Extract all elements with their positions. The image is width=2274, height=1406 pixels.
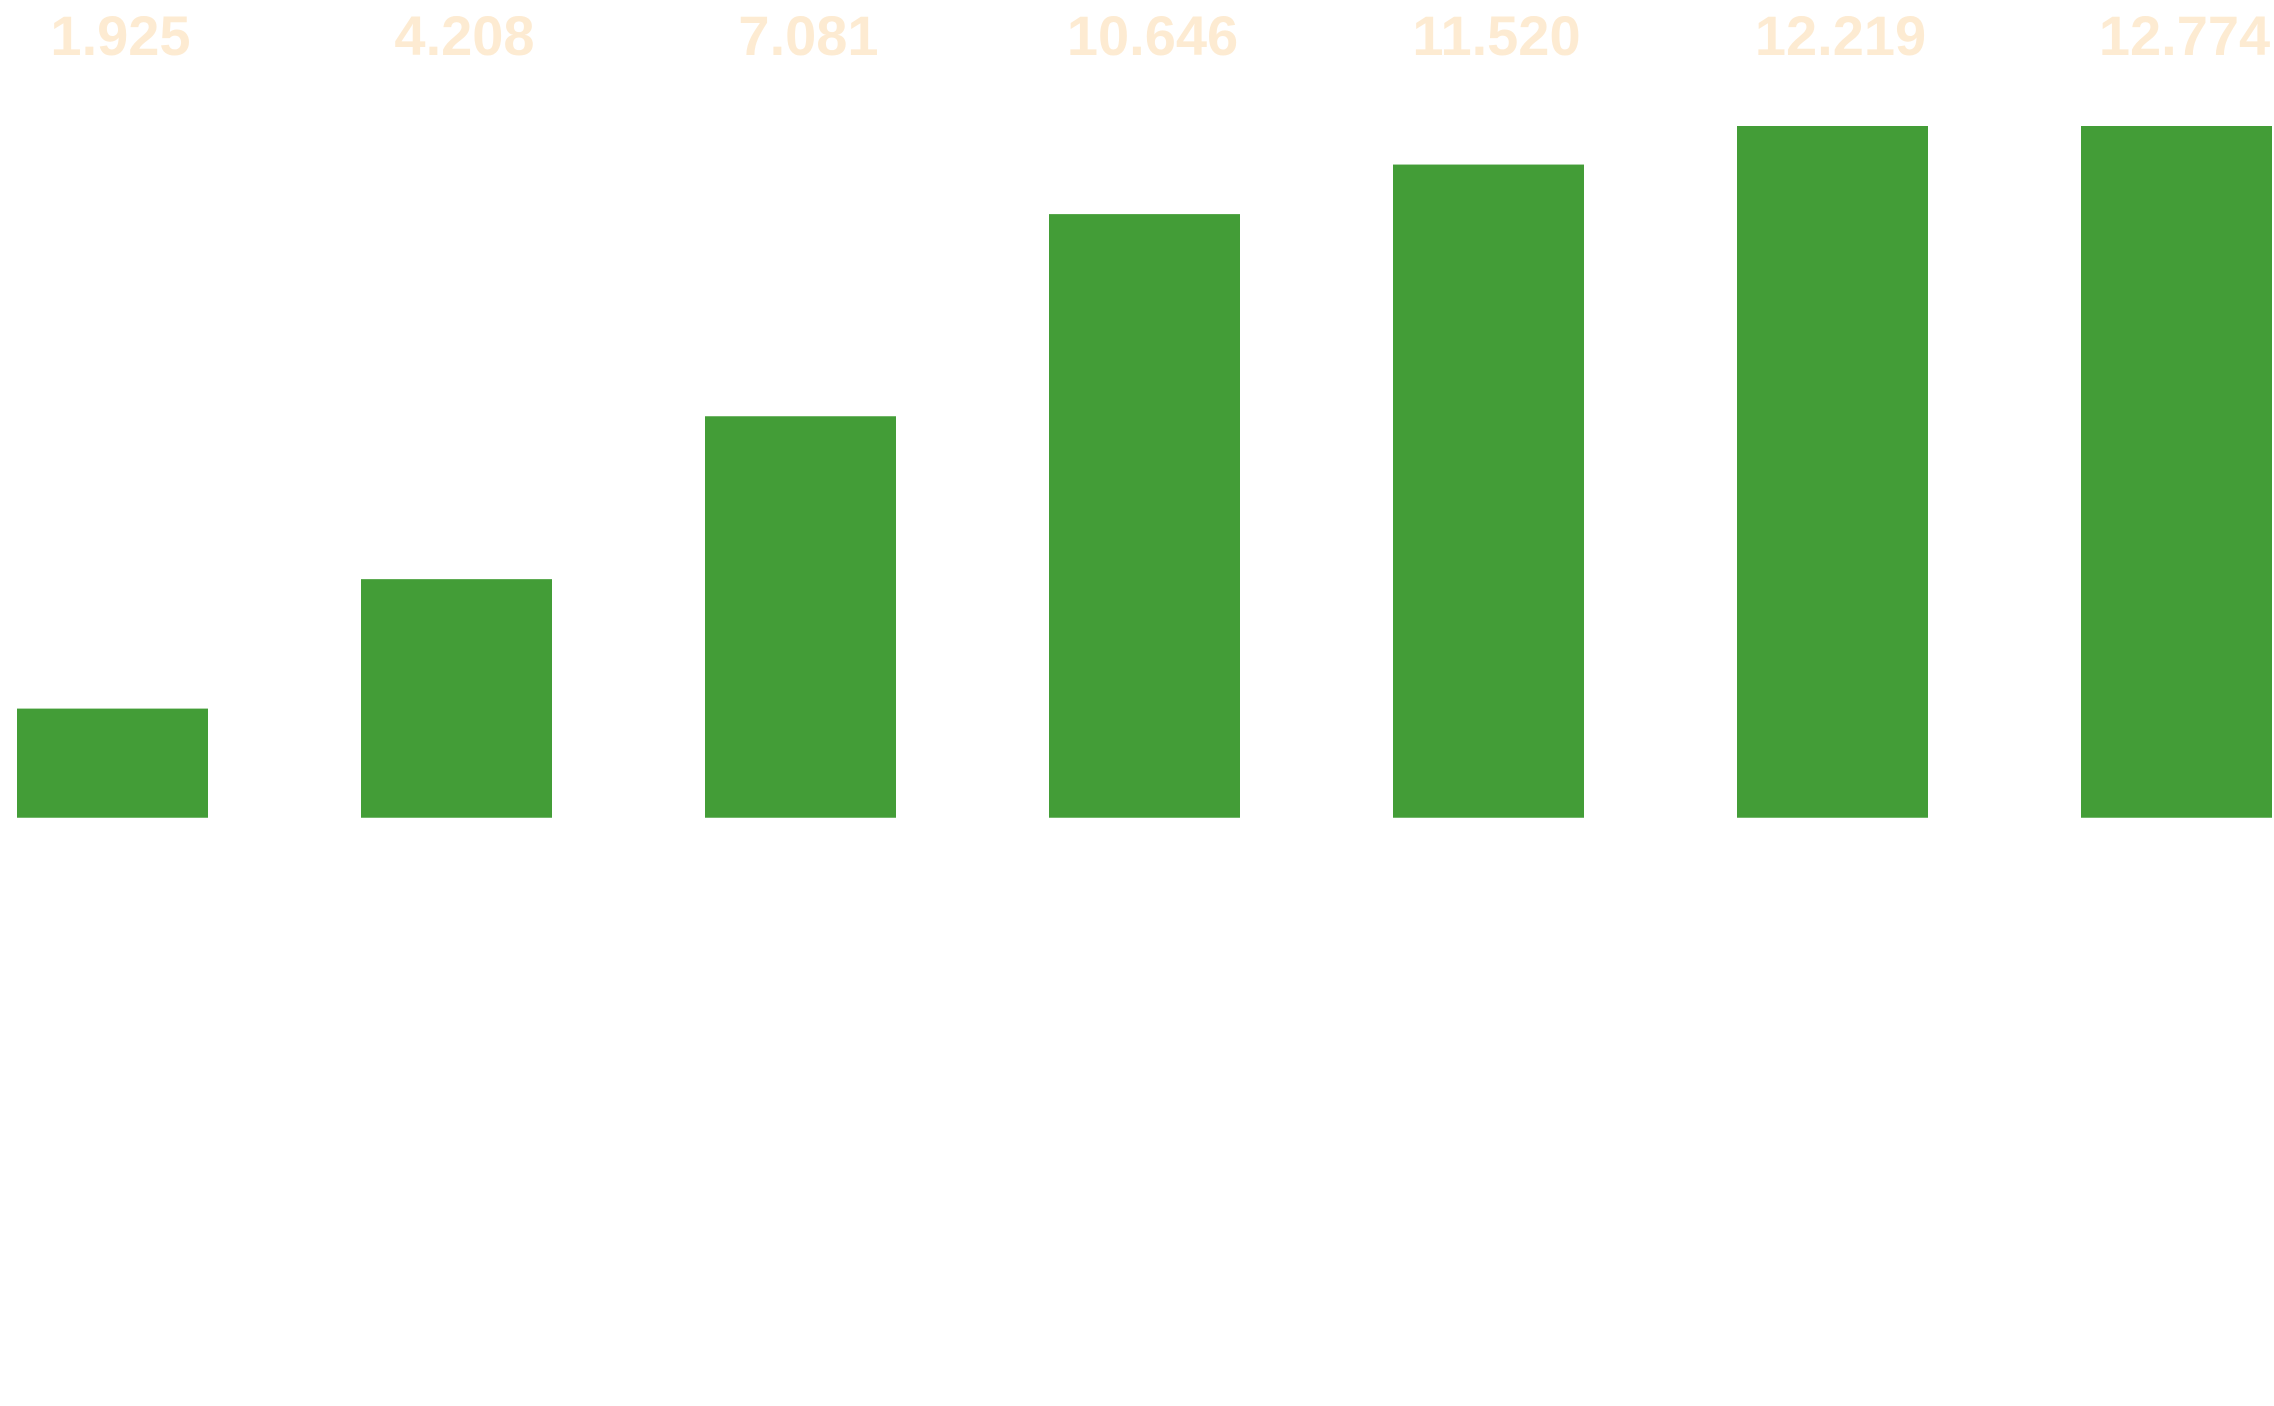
bar: [17, 708, 208, 818]
value-label: 1.925: [50, 4, 190, 67]
bar: [1393, 164, 1584, 818]
value-label: 4.208: [394, 4, 534, 67]
bar: [705, 416, 896, 818]
value-label: 11.520: [1412, 4, 1580, 67]
bar: [1737, 126, 1928, 818]
bar: [2081, 126, 2272, 818]
value-label: 7.081: [738, 4, 878, 67]
bar: [1049, 214, 1240, 818]
plot-area: [17, 126, 2272, 818]
value-label: 12.774: [2099, 4, 2270, 67]
value-label: 12.219: [1755, 4, 1926, 67]
value-label: 10.646: [1067, 4, 1238, 67]
bar: [361, 579, 552, 818]
